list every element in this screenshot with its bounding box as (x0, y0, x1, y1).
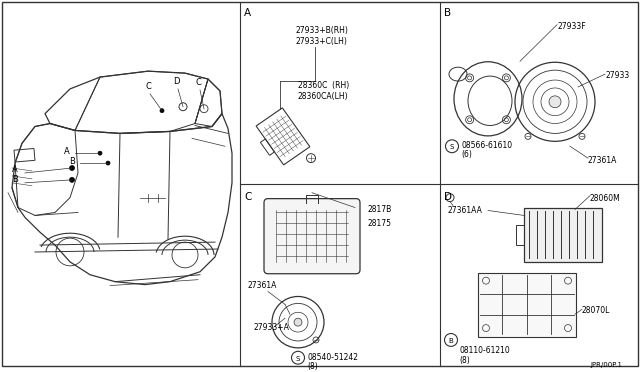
Text: D: D (173, 77, 179, 86)
Text: B: B (444, 8, 451, 18)
Text: B: B (69, 157, 75, 166)
Text: 28360CA(LH): 28360CA(LH) (298, 92, 349, 101)
Text: A: A (244, 8, 251, 18)
Text: D: D (444, 192, 452, 202)
Text: (8): (8) (307, 362, 317, 371)
Bar (478, 273, 576, 337)
Circle shape (504, 118, 508, 122)
Circle shape (70, 177, 74, 182)
Circle shape (106, 161, 110, 165)
Text: 27361A: 27361A (588, 156, 618, 165)
Text: 27933+C(LH): 27933+C(LH) (295, 36, 347, 45)
Text: A: A (64, 147, 70, 156)
Circle shape (468, 76, 472, 80)
Circle shape (504, 76, 508, 80)
Text: (8): (8) (459, 356, 470, 365)
Circle shape (294, 318, 302, 326)
Text: 08566-61610: 08566-61610 (461, 141, 512, 150)
Text: 28070L: 28070L (582, 307, 611, 315)
Text: 2817B: 2817B (368, 205, 392, 214)
Text: S: S (450, 144, 454, 150)
Text: 27361AA: 27361AA (448, 206, 483, 215)
Text: 27933+B(RH): 27933+B(RH) (295, 26, 348, 35)
Text: C: C (195, 78, 201, 87)
Circle shape (160, 109, 164, 113)
Text: S: S (296, 356, 300, 362)
Circle shape (98, 151, 102, 155)
Text: 27933: 27933 (605, 71, 629, 80)
Text: C: C (244, 192, 252, 202)
Text: A: A (12, 166, 18, 174)
Text: 08540-51242: 08540-51242 (307, 353, 358, 362)
Text: JPR/00P.1: JPR/00P.1 (590, 362, 622, 368)
Text: B: B (12, 175, 18, 185)
Text: (6): (6) (461, 150, 472, 159)
Text: 27933+A: 27933+A (253, 323, 289, 332)
FancyBboxPatch shape (264, 199, 360, 274)
Text: 27361A: 27361A (248, 280, 277, 290)
Text: 28360C  (RH): 28360C (RH) (298, 81, 349, 90)
Bar (516, 225, 524, 245)
Text: B: B (449, 338, 453, 344)
Text: 28175: 28175 (368, 219, 392, 228)
Bar (524, 208, 602, 262)
Circle shape (468, 118, 472, 122)
Circle shape (70, 166, 74, 170)
Text: 08110-61210: 08110-61210 (459, 346, 509, 355)
Text: 27933F: 27933F (557, 22, 586, 31)
Circle shape (549, 96, 561, 108)
Text: 28060M: 28060M (590, 194, 621, 203)
Bar (14, 148, 35, 162)
Text: C: C (145, 82, 151, 91)
